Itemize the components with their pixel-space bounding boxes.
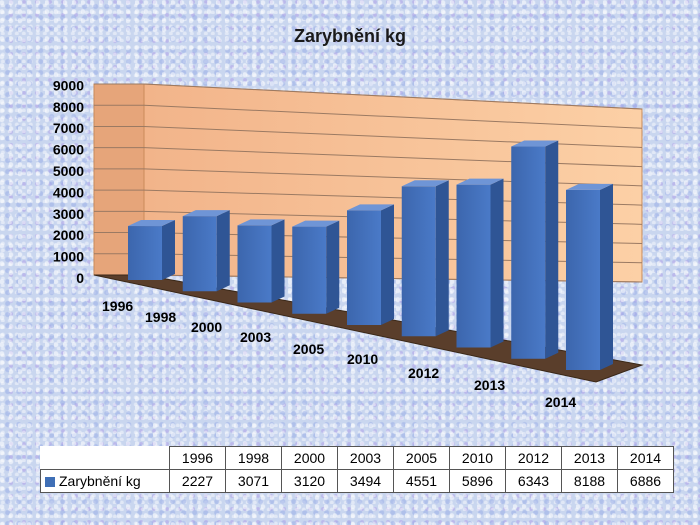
x-tick-label: 2013 [474, 377, 505, 393]
legend-key [45, 477, 55, 487]
x-tick-label: 2010 [347, 351, 378, 367]
bar-top [128, 220, 175, 227]
bar-side [435, 180, 449, 337]
table-cell: 3494 [337, 469, 394, 493]
table-header-row: 1996 1998 2000 2003 2005 2010 2012 2013 … [40, 446, 674, 470]
x-tick-label: 1996 [102, 298, 133, 314]
bar-front [182, 216, 217, 292]
gridline [143, 104, 643, 129]
x-tick-label: 2012 [408, 365, 439, 381]
bar-top [566, 183, 613, 190]
table-header-cell: 2000 [281, 446, 338, 470]
table-header-cell: 1998 [225, 446, 282, 470]
table-cell: 6886 [617, 469, 674, 493]
chart-floor [93, 274, 644, 383]
bar-top [456, 178, 504, 185]
bar-top [182, 210, 230, 217]
table-cell: 8188 [561, 469, 618, 493]
bar-front [511, 146, 546, 359]
table-series-label: Zarybnění kg [40, 469, 170, 493]
table-header-cell: 1996 [169, 446, 226, 470]
x-tick-label: 1998 [145, 309, 176, 325]
table-header-cell: 2005 [393, 446, 450, 470]
y-tick-label: 2000 [53, 227, 84, 243]
y-tick-label: 9000 [53, 77, 84, 93]
bars [128, 140, 613, 370]
gridline [143, 168, 643, 187]
bar-front [128, 226, 162, 280]
bar-front [456, 184, 491, 348]
x-tick-label: 2000 [191, 319, 222, 335]
y-axis: 0 1000 2000 3000 4000 5000 6000 7000 8000 9000 [53, 77, 84, 286]
table-header-cell: 2010 [449, 446, 506, 470]
bar-side [271, 219, 285, 303]
bar-top [237, 219, 285, 226]
bar-front [347, 210, 381, 325]
bar-side [490, 178, 504, 348]
y-tick-label: 5000 [53, 163, 84, 179]
table-header-cell: 2013 [561, 446, 618, 470]
gridline [143, 189, 643, 206]
bar-top [511, 140, 559, 147]
y-tick-label: 3000 [53, 206, 84, 222]
table-header-cell: 2012 [505, 446, 562, 470]
table-cell: 6343 [505, 469, 562, 493]
x-axis: 1996 1998 2000 2003 2005 2010 2012 2013 2014 [102, 298, 576, 410]
y-tick-label: 6000 [53, 142, 84, 158]
table-header-cell: 2003 [337, 446, 394, 470]
bar-side [216, 210, 230, 292]
x-tick-label: 2003 [240, 329, 271, 345]
bar-side [600, 183, 613, 370]
chart-title: Zarybnění kg [294, 26, 406, 46]
table-header-cell: 2014 [617, 446, 674, 470]
table-cell: 5896 [449, 469, 506, 493]
bar-front [237, 225, 272, 303]
bar-side [162, 220, 175, 280]
table-cell: 4551 [393, 469, 450, 493]
bar-front [401, 186, 436, 337]
table-cell: 3120 [281, 469, 338, 493]
bar-side [545, 140, 559, 359]
bar-top [292, 220, 340, 227]
x-tick-label: 2005 [293, 341, 324, 357]
y-tick-label: 7000 [53, 120, 84, 136]
bar-front [292, 226, 327, 314]
y-tick-label: 4000 [53, 184, 84, 200]
bar-top [347, 204, 394, 211]
data-table: 1996 1998 2000 2003 2005 2010 2012 2013 … [40, 446, 674, 493]
table-corner [40, 446, 170, 470]
bar-front [566, 189, 600, 370]
gridline [143, 125, 643, 148]
y-tick-label: 0 [76, 270, 84, 286]
table-cell: 2227 [169, 469, 226, 493]
series-name: Zarybnění kg [59, 473, 141, 489]
y-tick-label: 1000 [53, 249, 84, 265]
x-tick-label: 2014 [545, 394, 576, 410]
y-tick-label: 8000 [53, 99, 84, 115]
bar-top [401, 180, 449, 187]
table-row: Zarybnění kg 2227 3071 3120 3494 4551 58… [40, 469, 674, 493]
bar-side [326, 220, 340, 314]
table-cell: 3071 [225, 469, 282, 493]
gridline [143, 83, 643, 110]
gridline [143, 147, 643, 168]
bar-side [381, 204, 394, 325]
